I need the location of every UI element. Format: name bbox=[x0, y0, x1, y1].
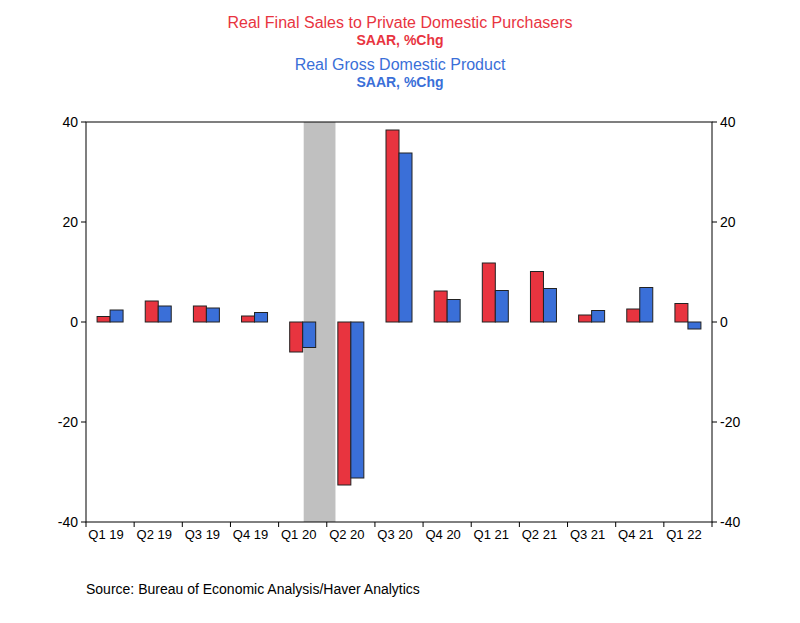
legend-subtitle: SAAR, %Chg bbox=[356, 32, 443, 48]
x-tick-label: Q1 22 bbox=[666, 527, 701, 542]
y-tick bbox=[81, 522, 86, 523]
bar bbox=[482, 263, 495, 322]
y-tick bbox=[81, 322, 86, 323]
x-tick bbox=[567, 522, 568, 527]
bars bbox=[97, 130, 701, 485]
bar bbox=[290, 322, 303, 352]
bar bbox=[579, 315, 592, 322]
bar bbox=[303, 322, 316, 348]
x-tick-label: Q3 21 bbox=[570, 527, 605, 542]
y2-tick bbox=[712, 322, 717, 323]
recession-shade bbox=[304, 122, 336, 522]
bar bbox=[675, 304, 688, 323]
bar bbox=[255, 313, 268, 323]
bar bbox=[351, 322, 364, 478]
y2-tick-label: -20 bbox=[720, 414, 740, 430]
y2-tick-label: 0 bbox=[720, 314, 728, 330]
source-note: Source: Bureau of Economic Analysis/Have… bbox=[86, 581, 420, 597]
x-tick bbox=[712, 522, 713, 527]
x-tick-label: Q1 21 bbox=[474, 527, 509, 542]
y-tick bbox=[81, 222, 86, 223]
y-tick bbox=[81, 122, 86, 123]
bar bbox=[399, 153, 412, 322]
legend-entry: Real Final Sales to Private Domestic Pur… bbox=[227, 14, 572, 31]
x-tick bbox=[519, 522, 520, 527]
y2-tick bbox=[712, 222, 717, 223]
x-tick-label: Q4 19 bbox=[233, 527, 268, 542]
x-tick bbox=[86, 522, 87, 527]
x-tick-label: Q3 20 bbox=[377, 527, 412, 542]
y2-tick-label: 20 bbox=[720, 214, 736, 230]
plot-frame bbox=[86, 122, 712, 522]
x-tick bbox=[374, 522, 375, 527]
x-tick-label: Q2 19 bbox=[137, 527, 172, 542]
x-tick-label: Q1 20 bbox=[281, 527, 316, 542]
bar bbox=[97, 317, 110, 323]
x-tick bbox=[423, 522, 424, 527]
bar bbox=[193, 306, 206, 322]
y-tick bbox=[81, 422, 86, 423]
x-tick-label: Q4 21 bbox=[618, 527, 653, 542]
bar bbox=[338, 322, 351, 485]
bar bbox=[242, 316, 255, 322]
y-tick-label: -40 bbox=[58, 514, 78, 530]
x-tick bbox=[326, 522, 327, 527]
y2-tick bbox=[712, 422, 717, 423]
bar bbox=[447, 300, 460, 323]
x-tick bbox=[471, 522, 472, 527]
x-tick bbox=[230, 522, 231, 527]
y2-tick bbox=[712, 522, 717, 523]
bar bbox=[206, 308, 219, 322]
y-tick-label: 20 bbox=[62, 214, 78, 230]
x-tick-label: Q3 19 bbox=[185, 527, 220, 542]
y-tick-label: 40 bbox=[62, 114, 78, 130]
bar bbox=[627, 309, 640, 322]
legend-subtitle: SAAR, %Chg bbox=[356, 74, 443, 90]
bar bbox=[434, 291, 447, 322]
bar bbox=[640, 288, 653, 323]
x-tick bbox=[663, 522, 664, 527]
y-tick-label: 0 bbox=[70, 314, 78, 330]
bar bbox=[495, 291, 508, 323]
bar bbox=[688, 322, 701, 329]
y-tick-label: -20 bbox=[58, 414, 78, 430]
x-tick bbox=[134, 522, 135, 527]
x-tick-label: Q1 19 bbox=[88, 527, 123, 542]
chart: Real Final Sales to Private Domestic Pur… bbox=[0, 0, 800, 623]
x-tick bbox=[278, 522, 279, 527]
x-tick-label: Q4 20 bbox=[425, 527, 460, 542]
bar bbox=[110, 310, 123, 322]
bar bbox=[386, 130, 399, 322]
bar bbox=[530, 272, 543, 323]
x-tick-label: Q2 21 bbox=[522, 527, 557, 542]
y2-tick bbox=[712, 122, 717, 123]
y2-tick-label: 40 bbox=[720, 114, 736, 130]
x-tick-label: Q2 20 bbox=[329, 527, 364, 542]
bar bbox=[543, 289, 556, 323]
bar bbox=[145, 301, 158, 322]
x-tick bbox=[615, 522, 616, 527]
bar bbox=[158, 306, 171, 322]
legend-entry: Real Gross Domestic Product bbox=[295, 56, 506, 73]
x-tick bbox=[182, 522, 183, 527]
y2-tick-label: -40 bbox=[720, 514, 740, 530]
bar bbox=[592, 311, 605, 323]
